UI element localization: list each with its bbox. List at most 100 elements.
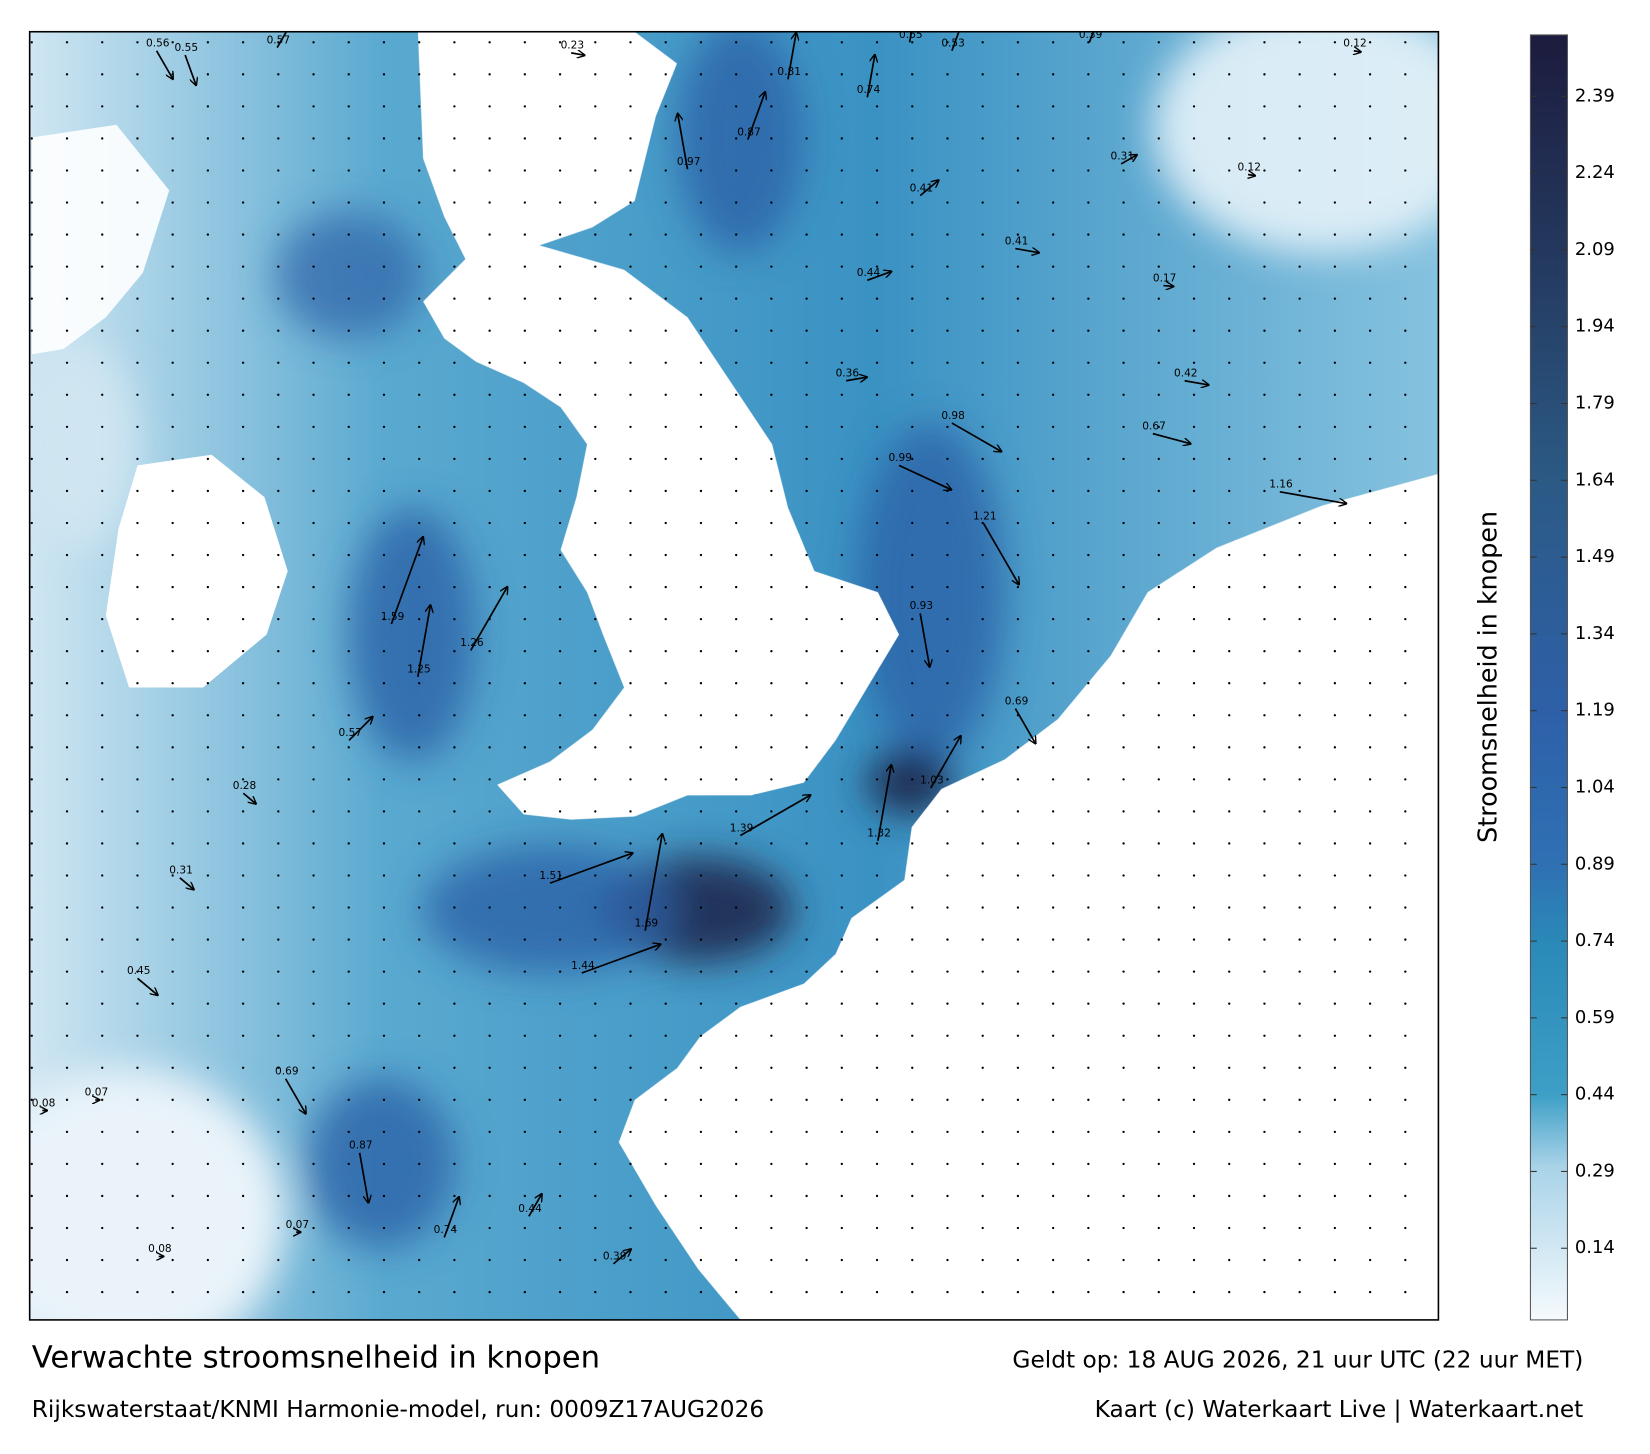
grid-dot — [30, 233, 33, 236]
grid-dot — [312, 1130, 315, 1134]
grid-dot — [981, 714, 984, 717]
grid-dot — [558, 201, 562, 204]
grid-dot — [1122, 169, 1125, 172]
grid-dot — [1192, 1162, 1196, 1166]
grid-dot — [241, 361, 245, 364]
grid-dot — [453, 1130, 456, 1134]
grid-dot — [1333, 265, 1337, 268]
grid-dot — [65, 137, 69, 140]
grid-dot — [1228, 265, 1231, 268]
grid-dot — [418, 585, 421, 589]
grid-dot — [875, 425, 879, 429]
grid-dot — [911, 41, 914, 44]
speed-label: 0.41 — [910, 182, 934, 194]
grid-dot — [101, 105, 104, 108]
grid-dot — [946, 906, 949, 909]
grid-dot — [1122, 906, 1125, 909]
grid-dot — [1228, 233, 1231, 236]
speed-label: 0.99 — [888, 452, 912, 464]
grid-dot — [875, 617, 879, 621]
grid-dot — [911, 1034, 914, 1037]
grid-dot — [101, 617, 104, 621]
grid-dot — [136, 521, 139, 525]
grid-dot — [946, 842, 949, 845]
grid-dot — [1333, 105, 1337, 108]
grid-dot — [418, 874, 421, 877]
grid-dot — [418, 265, 421, 268]
grid-dot — [206, 682, 210, 685]
grid-dot — [734, 1226, 738, 1230]
grid-dot — [946, 169, 949, 172]
grid-dot — [1368, 1066, 1372, 1069]
grid-dot — [1404, 746, 1407, 749]
grid-dot — [1298, 297, 1301, 300]
grid-dot — [1051, 1098, 1055, 1101]
grid-dot — [241, 137, 245, 140]
grid-dot — [1122, 361, 1125, 364]
grid-dot — [312, 297, 315, 300]
grid-dot — [523, 810, 527, 813]
grid-dot — [30, 1258, 33, 1262]
grid-dot — [1122, 778, 1125, 781]
grid-dot — [136, 489, 139, 493]
grid-dot — [65, 169, 69, 172]
grid-dot — [1016, 778, 1020, 781]
grid-dot — [1298, 906, 1301, 909]
grid-dot — [101, 1034, 104, 1037]
grid-dot — [1228, 1130, 1231, 1134]
grid-dot — [488, 169, 491, 172]
grid-dot — [840, 938, 843, 941]
speed-label: 0.65 — [899, 29, 923, 41]
speed-label: 0.42 — [1174, 368, 1198, 380]
grid-dot — [1368, 714, 1372, 717]
grid-dot — [699, 297, 703, 300]
grid-dot — [312, 810, 315, 813]
speed-label: 0.81 — [777, 66, 801, 78]
grid-dot — [65, 810, 69, 813]
grid-dot — [171, 1258, 174, 1262]
grid-dot — [911, 1258, 914, 1262]
grid-dot — [734, 617, 738, 621]
grid-dot — [699, 489, 703, 493]
grid-dot — [277, 1034, 280, 1037]
grid-dot — [1368, 1002, 1372, 1005]
grid-dot — [1263, 521, 1266, 525]
grid-dot — [347, 489, 350, 493]
colorbar-tick-label: 2.09 — [1575, 239, 1615, 260]
grid-dot — [1333, 906, 1337, 909]
grid-dot — [1298, 938, 1301, 941]
grid-dot — [1157, 1226, 1160, 1230]
grid-dot — [1333, 73, 1337, 76]
grid-dot — [347, 137, 350, 140]
grid-dot — [1192, 1226, 1196, 1230]
grid-dot — [1368, 906, 1372, 909]
speed-label: 0.28 — [233, 780, 257, 792]
grid-dot — [30, 778, 33, 781]
grid-dot — [699, 1130, 703, 1134]
grid-dot — [241, 874, 245, 877]
grid-dot — [488, 265, 491, 268]
grid-dot — [1051, 778, 1055, 781]
grid-dot — [946, 810, 949, 813]
grid-dot — [558, 361, 562, 364]
grid-dot — [594, 746, 597, 749]
grid-dot — [1051, 1034, 1055, 1037]
grid-dot — [453, 489, 456, 493]
grid-dot — [1087, 1226, 1090, 1230]
land — [31, 31, 1439, 1320]
speed-label: 0.08 — [148, 1243, 172, 1255]
grid-dot — [30, 1034, 33, 1037]
grid-dot — [241, 1098, 245, 1101]
grid-dot — [277, 746, 280, 749]
grid-dot — [277, 457, 280, 461]
grid-dot — [805, 1066, 808, 1069]
speed-label: 0.74 — [857, 84, 881, 96]
grid-dot — [770, 1034, 773, 1037]
grid-dot — [1051, 1258, 1055, 1262]
grid-dot — [875, 105, 879, 108]
grid-dot — [805, 1290, 808, 1294]
grid-dot — [981, 650, 984, 653]
grid-dot — [101, 297, 104, 300]
grid-dot — [1333, 938, 1337, 941]
